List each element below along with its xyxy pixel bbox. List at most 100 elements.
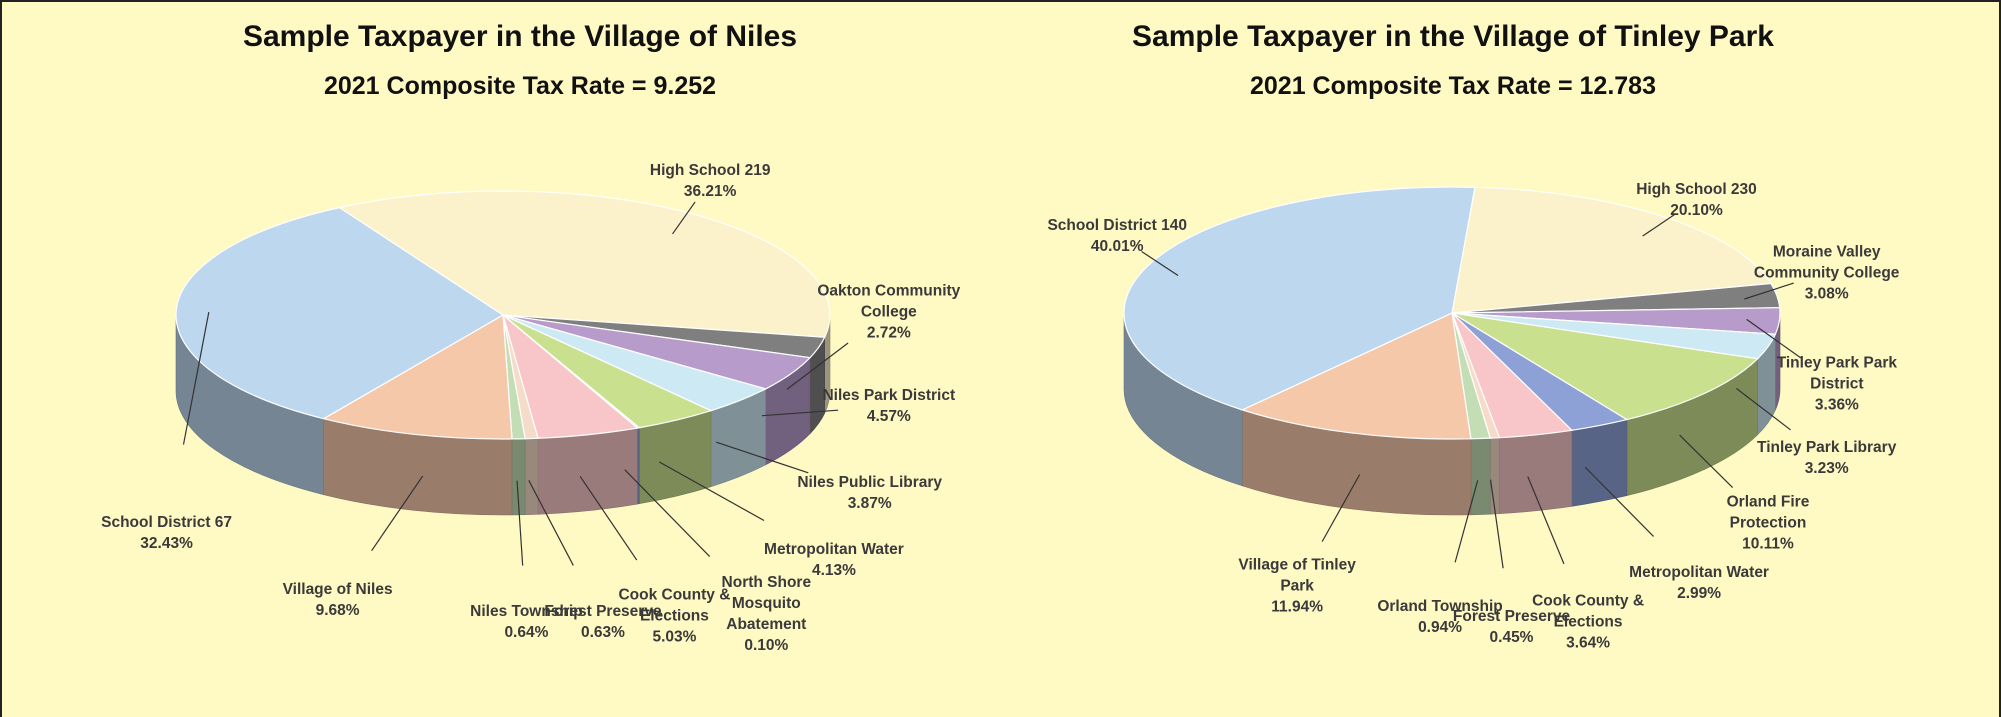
data-label: Cook County & Elections 3.64% — [1513, 591, 1663, 654]
slice-value: 0.64% — [504, 624, 549, 642]
pie-side — [1571, 419, 1628, 507]
pie-slice — [322, 314, 513, 440]
leader-line — [579, 476, 638, 561]
leader-line — [1584, 466, 1654, 537]
slice-value: 9.68% — [315, 602, 360, 620]
data-label: Niles Park District 4.57% — [822, 385, 955, 427]
leader-line — [1642, 213, 1676, 237]
leader-line — [1141, 250, 1179, 276]
data-label: Tinley Park Library 3.23% — [1757, 437, 1896, 479]
pie-slice — [337, 190, 831, 338]
slice-value: 3.87% — [847, 495, 892, 513]
pie-slice — [1451, 312, 1759, 421]
slice-value: 20.10% — [1670, 201, 1723, 219]
slice-value: 10.11% — [1742, 535, 1794, 553]
leader-line — [1736, 388, 1791, 431]
slice-value: 3.23% — [1804, 459, 1849, 477]
slice-name: Tinley Park Park District — [1776, 354, 1898, 393]
data-label: Cook County & Elections 5.03% — [599, 584, 749, 647]
data-label: Metropolitan Water 2.99% — [1629, 562, 1769, 604]
data-label: North Shore Mosquito Abatement 0.10% — [691, 572, 841, 656]
leader-lines — [182, 201, 849, 566]
leader-line — [371, 475, 424, 552]
data-label: Oakton Community College 2.72% — [814, 281, 964, 344]
chart-title: Sample Taxpayer in the Village of Tinley… — [1132, 20, 1774, 53]
slice-value: 3.64% — [1566, 634, 1611, 652]
slice-name: Village of Tinley Park — [1238, 556, 1356, 595]
data-label: High School 230 20.10% — [1636, 179, 1757, 221]
leader-line — [1489, 479, 1504, 569]
slice-name: Village of Niles — [282, 581, 393, 599]
data-label: School District 140 40.01% — [1047, 215, 1187, 257]
slice-name: Niles Public Library — [797, 474, 943, 492]
chart-subtitle: 2021 Composite Tax Rate = 9.252 — [323, 72, 717, 100]
data-label: Orland Fire Protection 10.11% — [1693, 491, 1843, 554]
pie-side — [537, 427, 638, 515]
pie-tops — [175, 190, 831, 440]
slice-name: Forest Preserve — [1452, 608, 1571, 626]
slice-value: 0.94% — [1418, 619, 1463, 637]
pie-side — [1470, 437, 1491, 516]
chart-subtitle: 2021 Composite Tax Rate = 12.783 — [1250, 72, 1656, 100]
data-label: Niles Township 0.64% — [470, 601, 583, 643]
leader-line — [1679, 434, 1734, 489]
slice-name: Cook County & Elections — [618, 586, 731, 625]
data-label: Forest Preserve 0.45% — [1453, 606, 1570, 648]
pie-walls — [1123, 312, 1781, 516]
leader-line — [1321, 474, 1361, 542]
slice-name: Metropolitan Water — [1629, 563, 1769, 581]
leader-line — [658, 461, 765, 522]
pie-slice — [1451, 186, 1772, 314]
pie-tops — [1123, 186, 1781, 440]
leader-line — [716, 441, 809, 474]
slice-value: 3.08% — [1804, 285, 1849, 302]
pie-slice — [175, 206, 505, 420]
leader-line — [1527, 476, 1565, 565]
slice-value: 32.43% — [140, 534, 193, 552]
slice-name: Orland Fire Protection — [1726, 493, 1810, 532]
leader-line — [516, 480, 524, 566]
data-label: Village of Niles 9.68% — [283, 579, 393, 621]
pie-side — [1499, 429, 1573, 514]
data-label: High School 219 36.21% — [650, 160, 771, 202]
leader-line — [624, 469, 711, 557]
leader-line — [528, 480, 574, 566]
pie-side — [1489, 437, 1500, 515]
pie-side — [524, 437, 539, 516]
slice-name: School District 67 — [101, 513, 233, 531]
slice-value: 4.57% — [866, 408, 911, 426]
data-label: Tinley Park Park District 3.36% — [1762, 352, 1912, 415]
leader-line — [761, 409, 839, 417]
slice-value: 11.94% — [1271, 598, 1323, 616]
slice-name: Niles Park District — [822, 387, 956, 405]
leader-lines — [1141, 213, 1802, 569]
pie-slice — [1123, 186, 1476, 411]
data-label: Niles Public Library 3.87% — [797, 472, 942, 514]
slice-value: 0.10% — [744, 637, 789, 655]
slice-value: 4.13% — [811, 561, 856, 579]
slice-name: School District 140 — [1047, 216, 1187, 234]
slice-name: Tinley Park Library — [1757, 438, 1897, 456]
slice-value: 0.63% — [581, 624, 625, 642]
data-label: Forest Preserve 0.63% — [544, 601, 661, 643]
slice-name: High School 230 — [1636, 180, 1757, 198]
slice-value: 2.99% — [1677, 584, 1722, 602]
data-label: School District 67 32.43% — [101, 512, 232, 554]
leader-line — [1746, 318, 1802, 359]
slice-name: Moraine Valley Community College — [1753, 243, 1900, 281]
leader-line — [672, 201, 696, 235]
leader-line — [182, 312, 210, 445]
slice-name: Cook County & Elections — [1532, 592, 1645, 631]
data-label: Metropolitan Water 4.13% — [764, 539, 904, 581]
slice-name: Orland Township — [1377, 598, 1503, 616]
slice-value: 0.45% — [1489, 629, 1534, 647]
slice-value: 5.03% — [652, 628, 697, 646]
pie-walls — [175, 314, 831, 516]
leader-line — [786, 342, 849, 390]
data-label: Moraine Valley Community College 3.08% — [1752, 241, 1902, 304]
slice-name: High School 219 — [649, 161, 771, 179]
slice-value: 3.36% — [1814, 396, 1859, 414]
chart-title: Sample Taxpayer in the Village of Niles — [242, 20, 798, 53]
slice-name: Metropolitan Water — [764, 540, 904, 558]
